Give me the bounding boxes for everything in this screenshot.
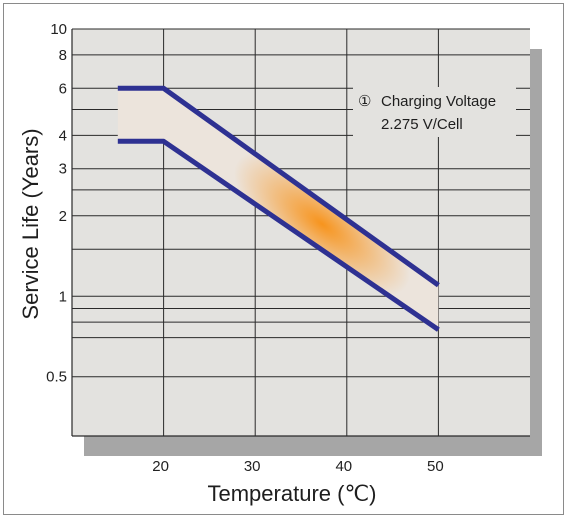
upper-limit-line xyxy=(117,85,440,288)
annotation-line-2: 2.275 V/Cell xyxy=(381,116,463,133)
x-tick-label: 50 xyxy=(427,458,444,475)
y-tick-label: 2 xyxy=(59,208,67,225)
series-lines xyxy=(117,85,440,332)
annotation-line-1: Charging Voltage xyxy=(381,93,496,110)
y-tick-label: 0.5 xyxy=(46,369,67,386)
x-tick-label: 20 xyxy=(152,458,169,475)
annotation-background xyxy=(353,87,516,137)
y-tick-label: 3 xyxy=(59,161,67,178)
y-tick-label: 6 xyxy=(59,80,67,97)
axis-tick-labels: 10 8 6 4 3 2 1 0.5 20 30 40 50 xyxy=(46,21,444,475)
service-life-band xyxy=(117,88,439,330)
x-tick-label: 40 xyxy=(335,458,352,475)
lower-limit-line xyxy=(117,138,440,332)
x-tick-label: 30 xyxy=(244,458,261,475)
y-tick-label: 1 xyxy=(59,288,67,305)
y-tick-label: 8 xyxy=(59,47,67,64)
y-tick-label: 4 xyxy=(59,127,67,144)
annotation-marker: ① xyxy=(358,93,371,110)
y-axis-title: Service Life (Years) xyxy=(18,128,43,319)
band-hotspot xyxy=(117,88,439,330)
chart-annotation: ① Charging Voltage 2.275 V/Cell xyxy=(353,87,516,137)
x-axis-title: Temperature (℃) xyxy=(208,481,377,506)
y-tick-label: 10 xyxy=(50,21,67,38)
